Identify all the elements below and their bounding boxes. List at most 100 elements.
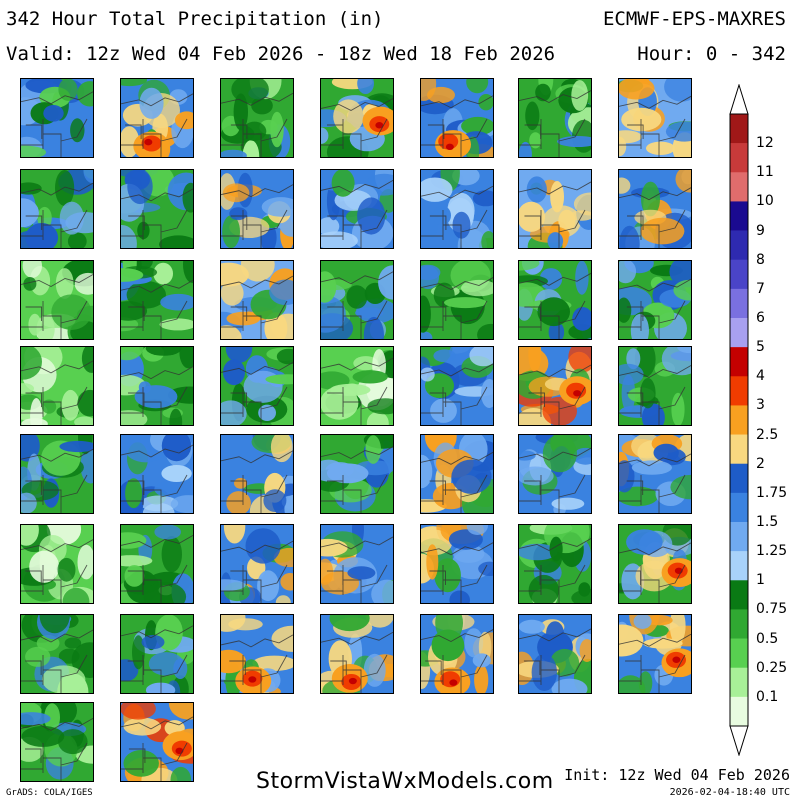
map-title: 342 Hour Total Precipitation (in) xyxy=(6,8,384,30)
colorbar-swatch xyxy=(730,318,748,348)
ensemble-member-map xyxy=(120,524,194,604)
ensemble-member-map xyxy=(518,434,592,514)
ensemble-member-map xyxy=(518,169,592,249)
ensemble-member-map xyxy=(320,614,394,694)
ensemble-member-map xyxy=(20,702,94,782)
ensemble-member-map xyxy=(120,169,194,249)
ensemble-member-map xyxy=(220,169,294,249)
colorbar-label: 2.5 xyxy=(756,426,779,443)
precip-colorbar xyxy=(729,84,749,756)
grads-credit: GrADS: COLA/IGES xyxy=(6,788,93,798)
ensemble-member-map xyxy=(220,614,294,694)
ensemble-member-map xyxy=(20,169,94,249)
ensemble-member-map xyxy=(120,702,194,782)
ensemble-member-map xyxy=(320,524,394,604)
colorbar-swatch xyxy=(730,172,748,202)
ensemble-member-map xyxy=(20,260,94,340)
ensemble-member-map xyxy=(420,346,494,426)
ensemble-member-map xyxy=(618,524,692,604)
colorbar-label: 4 xyxy=(756,368,765,385)
colorbar-swatch xyxy=(730,114,748,144)
colorbar-swatch xyxy=(730,230,748,261)
colorbar-label: 0.1 xyxy=(756,688,779,705)
ensemble-member-map xyxy=(320,169,394,249)
ensemble-member-map xyxy=(518,614,592,694)
colorbar-label: 9 xyxy=(756,222,765,239)
ensemble-member-map xyxy=(120,614,194,694)
ensemble-member-map xyxy=(420,614,494,694)
colorbar-label: 1.5 xyxy=(756,514,779,530)
ensemble-member-map xyxy=(120,260,194,340)
ensemble-member-map xyxy=(518,260,592,340)
ensemble-member-map xyxy=(518,346,592,426)
colorbar-swatch xyxy=(730,288,748,319)
init-time: Init: 12z Wed 04 Feb 2026 xyxy=(564,766,790,784)
colorbar-swatch xyxy=(730,434,748,465)
ensemble-member-map xyxy=(420,524,494,604)
colorbar-top-arrow xyxy=(729,84,749,115)
ensemble-member-map xyxy=(20,614,94,694)
colorbar-swatch xyxy=(730,551,748,581)
colorbar-label: 10 xyxy=(756,193,774,210)
site-watermark: StormVistaWxModels.com xyxy=(256,769,554,794)
ensemble-member-map xyxy=(120,78,194,158)
ensemble-member-map xyxy=(20,434,94,514)
ensemble-member-map xyxy=(20,524,94,604)
ensemble-member-map xyxy=(220,78,294,158)
colorbar-label: 3 xyxy=(756,397,765,414)
forecast-hour-range: Hour: 0 - 342 xyxy=(637,43,786,65)
colorbar-label: 12 xyxy=(756,135,774,152)
ensemble-member-map xyxy=(320,434,394,514)
colorbar-swatch xyxy=(730,376,748,406)
ensemble-member-map xyxy=(420,78,494,158)
colorbar-swatch xyxy=(730,696,748,727)
ensemble-member-map xyxy=(220,434,294,514)
ensemble-member-map xyxy=(220,260,294,340)
colorbar-swatch xyxy=(730,667,748,698)
ensemble-member-map xyxy=(618,434,692,514)
colorbar-label: 5 xyxy=(756,339,765,356)
ensemble-member-map xyxy=(220,346,294,426)
ensemble-member-map xyxy=(320,346,394,426)
colorbar-swatch xyxy=(730,201,748,231)
colorbar-swatch xyxy=(730,405,748,435)
colorbar-label: 7 xyxy=(756,280,765,297)
ensemble-member-map xyxy=(518,78,592,158)
colorbar-swatch xyxy=(730,638,748,669)
colorbar-label: 6 xyxy=(756,310,765,326)
colorbar-swatch xyxy=(730,580,748,610)
colorbar-label: 2 xyxy=(756,455,765,472)
generated-timestamp: 2026-02-04-18:40 UTC xyxy=(669,787,790,798)
ensemble-member-map xyxy=(120,434,194,514)
ensemble-member-map xyxy=(320,260,394,340)
ensemble-member-map xyxy=(420,169,494,249)
colorbar-label: 0.25 xyxy=(756,659,788,676)
ensemble-member-map xyxy=(20,346,94,426)
colorbar-label: 1.75 xyxy=(756,484,788,501)
colorbar-swatch xyxy=(730,463,748,494)
colorbar-swatch xyxy=(730,492,748,523)
ensemble-member-map xyxy=(618,169,692,249)
colorbar-bottom-arrow xyxy=(729,725,749,756)
ensemble-member-map xyxy=(618,78,692,158)
colorbar-label: 1.25 xyxy=(756,543,788,560)
ensemble-member-map xyxy=(618,614,692,694)
ensemble-member-map xyxy=(420,260,494,340)
colorbar-swatch xyxy=(730,347,748,377)
colorbar-swatch xyxy=(730,522,748,552)
ensemble-member-map xyxy=(20,78,94,158)
ensemble-member-map xyxy=(220,524,294,604)
ensemble-member-map xyxy=(420,434,494,514)
ensemble-member-map xyxy=(618,346,692,426)
valid-time: Valid: 12z Wed 04 Feb 2026 - 18z Wed 18 … xyxy=(6,43,556,65)
ensemble-member-map xyxy=(618,260,692,340)
colorbar-label: 0.75 xyxy=(756,601,788,618)
ensemble-member-map xyxy=(320,78,394,158)
colorbar-swatch xyxy=(730,609,748,639)
colorbar-swatch xyxy=(730,143,748,173)
colorbar-label: 1 xyxy=(756,572,765,589)
colorbar-label: 0.5 xyxy=(756,630,779,647)
ensemble-member-map xyxy=(120,346,194,426)
colorbar-swatch xyxy=(730,259,748,290)
